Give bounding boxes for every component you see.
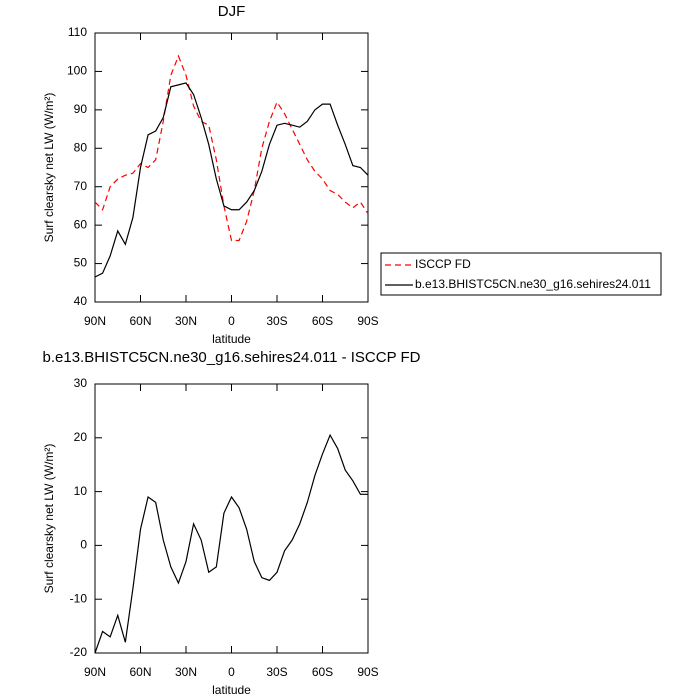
- y-tick-label: -20: [70, 645, 88, 659]
- x-tick-label: 60N: [129, 665, 151, 679]
- y-tick-label: 40: [74, 294, 88, 308]
- x-tick-label: 30S: [266, 314, 287, 328]
- y-tick-label: 80: [74, 140, 88, 154]
- y-tick-label: 60: [74, 217, 88, 231]
- x-tick-label: 90S: [357, 665, 378, 679]
- x-tick-label: 30N: [175, 665, 197, 679]
- x-tick-label: 90N: [84, 665, 106, 679]
- y-tick-label: 10: [74, 484, 88, 498]
- y-tick-label: -10: [70, 591, 88, 605]
- x-axis-label: latitude: [212, 683, 251, 697]
- chart-title: DJF: [218, 3, 246, 20]
- y-tick-label: 90: [74, 102, 88, 116]
- y-tick-label: 50: [74, 256, 88, 270]
- x-tick-label: 30S: [266, 665, 287, 679]
- data-line: [94, 54, 369, 242]
- y-tick-label: 110: [68, 25, 87, 39]
- legend-box: [380, 252, 662, 296]
- x-tick-label: 90N: [84, 314, 106, 328]
- chart-title: b.e13.BHISTC5CN.ne30_g16.sehires24.011 -…: [43, 349, 421, 366]
- x-tick-label: 90S: [357, 314, 378, 328]
- y-tick-label: 0: [80, 538, 87, 552]
- y-tick-label: 100: [67, 64, 87, 78]
- x-tick-label: 30N: [175, 314, 197, 328]
- x-tick-label: 60N: [129, 314, 151, 328]
- y-tick-label: 30: [74, 376, 88, 390]
- legend-label: ISCCP FD: [415, 257, 471, 271]
- x-tick-label: 0: [228, 665, 235, 679]
- y-axis-label: Surf clearsky net LW (W/m²): [42, 93, 56, 243]
- data-line: [94, 82, 369, 278]
- x-tick-label: 0: [228, 314, 235, 328]
- y-tick-label: 20: [74, 430, 88, 444]
- plot-frame: [94, 383, 369, 654]
- x-axis-label: latitude: [212, 332, 251, 346]
- plot-frame: [94, 32, 369, 303]
- x-tick-label: 60S: [312, 665, 333, 679]
- x-tick-label: 60S: [312, 314, 333, 328]
- y-axis-label: Surf clearsky net LW (W/m²): [42, 444, 56, 594]
- data-line: [94, 433, 368, 654]
- y-tick-label: 70: [74, 179, 88, 193]
- legend-label: b.e13.BHISTC5CN.ne30_g16.sehires24.011: [415, 277, 651, 291]
